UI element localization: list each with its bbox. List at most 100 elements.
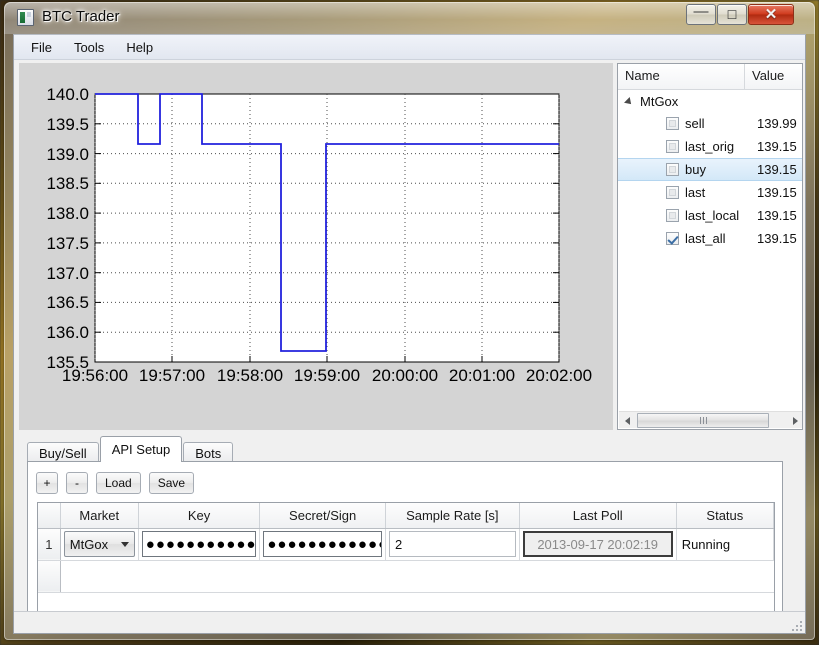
table-corner-cell[interactable] [38, 503, 61, 529]
minimize-button[interactable]: — [686, 4, 716, 25]
scrollbar-grip-icon [699, 416, 707, 424]
menu-file[interactable]: File [31, 39, 52, 55]
tree-column-name[interactable]: Name [618, 64, 745, 89]
column-header-key[interactable]: Key [138, 503, 261, 529]
svg-text:20:00:00: 20:00:00 [372, 366, 438, 385]
svg-text:139.0: 139.0 [46, 145, 89, 164]
tab-api-setup[interactable]: API Setup [99, 436, 183, 462]
table-row[interactable]: 1 MtGox ●●●●●●●●●●● ●●●● [38, 528, 774, 561]
tree-item-last-all[interactable]: last_all 139.15 [618, 227, 802, 250]
remove-row-button[interactable]: - [66, 472, 88, 494]
tab-bots[interactable]: Bots [183, 442, 234, 464]
market-dropdown[interactable]: MtGox [63, 531, 135, 557]
price-chart-panel[interactable]: 140.0 139.5 139.0 138.5 138.0 137.5 137.… [19, 63, 613, 430]
svg-text:137.5: 137.5 [46, 234, 89, 253]
tree-item-buy[interactable]: buy 139.15 [618, 158, 802, 181]
svg-text:138.5: 138.5 [46, 174, 89, 193]
cell-secret[interactable]: ●●●●●●●●●●●●●●● [259, 528, 386, 561]
menu-bar: File Tools Help [14, 35, 805, 60]
add-row-button[interactable]: + [36, 472, 58, 494]
tree-body: MtGox sell 139.99 last_orig 139.15 [618, 90, 802, 250]
expander-triangle-icon[interactable] [624, 95, 637, 108]
svg-text:135.5: 135.5 [46, 353, 89, 372]
checkbox-sell[interactable] [666, 117, 679, 130]
svg-text:19:57:00: 19:57:00 [139, 366, 205, 385]
menu-help[interactable]: Help [126, 39, 154, 55]
price-chart: 140.0 139.5 139.0 138.5 138.0 137.5 137.… [19, 63, 613, 430]
checkbox-last-all[interactable] [666, 232, 679, 245]
tree-item-last-local[interactable]: last_local 139.15 [618, 204, 802, 227]
tree-node-mtgox[interactable]: MtGox [618, 90, 802, 112]
api-setup-panel: + - Load Save Market [27, 461, 783, 626]
checkbox-buy[interactable] [666, 163, 679, 176]
chart-ticks [95, 93, 559, 363]
tree-item-sell[interactable]: sell 139.99 [618, 112, 802, 135]
svg-text:19:59:00: 19:59:00 [294, 366, 360, 385]
checkbox-last-orig[interactable] [666, 140, 679, 153]
load-button[interactable]: Load [96, 472, 141, 494]
maximize-button[interactable]: ☐ [717, 4, 747, 25]
svg-text:19:56:00: 19:56:00 [62, 366, 128, 385]
application-window: BTC Trader — ☐ ✕ File Tools Help [4, 2, 815, 640]
bottom-panel: Buy/Sell API Setup Bots + - Load Save [14, 433, 805, 633]
title-bar[interactable]: BTC Trader — ☐ ✕ [4, 2, 815, 34]
chart-grid-x [94, 94, 560, 362]
market-dropdown-value: MtGox [69, 536, 109, 552]
market-values-tree[interactable]: Name Value MtGox sell 139.99 [617, 63, 803, 430]
close-button[interactable]: ✕ [748, 4, 794, 25]
main-split: 140.0 139.5 139.0 138.5 138.0 137.5 137.… [14, 60, 805, 433]
tree-item-last-orig[interactable]: last_orig 139.15 [618, 135, 802, 158]
svg-text:138.0: 138.0 [46, 204, 89, 223]
tree-item-name: last_all [685, 231, 726, 246]
tree-item-name: buy [685, 162, 706, 177]
resize-grip-icon[interactable] [789, 618, 802, 631]
tree-item-value: 139.15 [757, 162, 797, 177]
column-header-last-poll[interactable]: Last Poll [519, 503, 677, 529]
tree-item-name: last [685, 185, 706, 200]
tree-item-value: 139.15 [757, 231, 797, 246]
chart-ytick-labels: 140.0 139.5 139.0 138.5 138.0 137.5 137.… [46, 85, 89, 372]
tree-horizontal-scrollbar[interactable] [619, 411, 802, 429]
save-button[interactable]: Save [148, 472, 195, 494]
sample-rate-field[interactable]: 2 [388, 531, 516, 557]
tree-item-last[interactable]: last 139.15 [618, 181, 802, 204]
column-header-sample-rate[interactable]: Sample Rate [s] [385, 503, 520, 529]
tab-buy-sell[interactable]: Buy/Sell [27, 442, 99, 464]
table-header-row: Market Key Secret/Sign Sample Rate [s] L… [38, 503, 774, 529]
application-icon [17, 9, 34, 26]
last-poll-value[interactable]: 2013-09-17 20:02:19 [522, 531, 673, 557]
svg-text:136.5: 136.5 [46, 293, 89, 312]
svg-text:140.0: 140.0 [46, 85, 89, 104]
api-key-field[interactable]: ●●●●●●●●●●●●●●● [141, 531, 257, 557]
menu-tools[interactable]: Tools [73, 39, 105, 55]
api-secret-field[interactable]: ●●●●●●●●●●●●●●● [263, 531, 382, 557]
row-number: 1 [38, 528, 61, 561]
cell-status: Running [676, 528, 774, 561]
status-bar [14, 611, 805, 633]
tree-item-name: last_orig [685, 139, 735, 154]
scroll-left-arrow-icon[interactable] [619, 412, 636, 429]
column-header-secret[interactable]: Secret/Sign [259, 503, 386, 529]
scrollbar-thumb[interactable] [637, 412, 769, 428]
table-empty-row[interactable] [38, 560, 774, 593]
checkbox-last[interactable] [666, 186, 679, 199]
api-config-table[interactable]: Market Key Secret/Sign Sample Rate [s] L… [37, 502, 775, 617]
tree-item-value: 139.15 [757, 139, 797, 154]
checkbox-last-local[interactable] [666, 209, 679, 222]
cell-last-poll[interactable]: 2013-09-17 20:02:19 [519, 528, 677, 561]
tree-column-value[interactable]: Value [752, 68, 785, 83]
svg-text:136.0: 136.0 [46, 323, 89, 342]
row-number-empty [38, 560, 61, 593]
chart-series-last-all [95, 93, 559, 352]
svg-text:20:01:00: 20:01:00 [449, 366, 515, 385]
scroll-right-arrow-icon[interactable] [786, 412, 802, 429]
tree-item-value: 139.15 [757, 208, 797, 223]
tree-node-label: MtGox [640, 93, 679, 109]
column-header-market[interactable]: Market [60, 503, 139, 529]
cell-sample-rate[interactable]: 2 [385, 528, 520, 561]
tree-item-name: sell [685, 116, 705, 131]
cell-key[interactable]: ●●●●●●●●●●●●●●● [138, 528, 261, 561]
column-header-status[interactable]: Status [676, 503, 774, 529]
window-title: BTC Trader [42, 8, 120, 25]
cell-market[interactable]: MtGox [60, 528, 139, 561]
